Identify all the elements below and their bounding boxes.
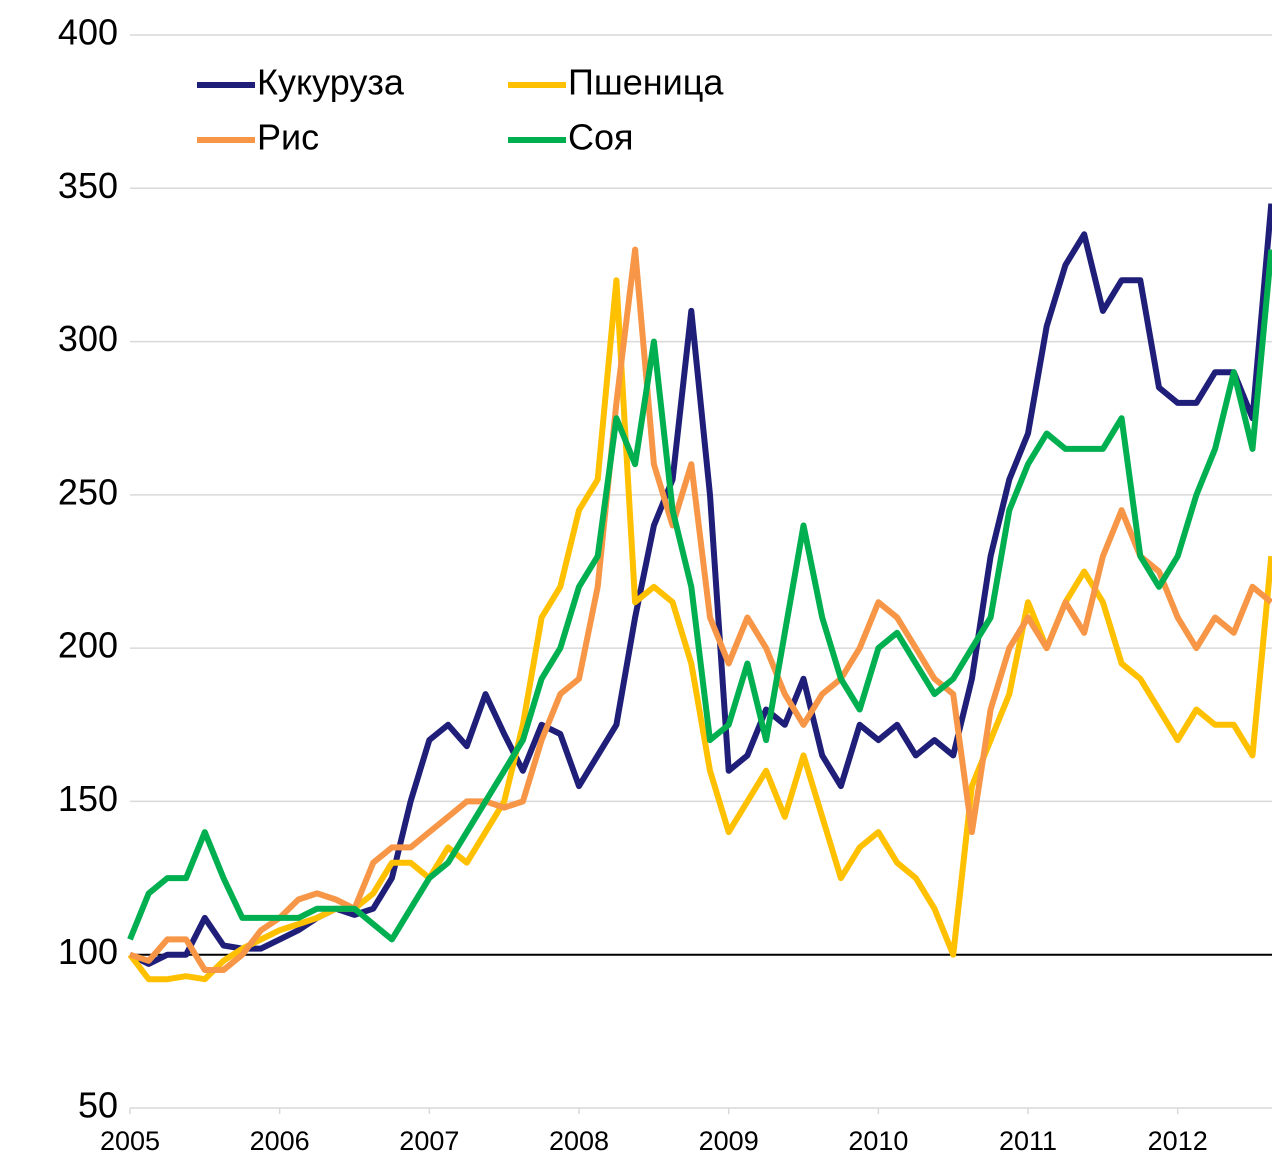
y-tick-label: 400 (58, 12, 118, 53)
legend-label: Рис (257, 117, 319, 158)
x-tick-label: 2005 (100, 1126, 160, 1156)
x-tick-label: 2008 (549, 1126, 609, 1156)
y-tick-label: 150 (58, 778, 118, 819)
x-tick-label: 2010 (848, 1126, 908, 1156)
y-tick-label: 200 (58, 625, 118, 666)
series-line (129, 246, 1272, 973)
x-tick-label: 2007 (399, 1126, 459, 1156)
legend-label: Кукуруза (257, 62, 405, 103)
legend-label: Пшеница (568, 62, 724, 103)
x-tick-label: 2012 (1148, 1126, 1208, 1156)
y-tick-label: 300 (58, 318, 118, 359)
series-line (128, 203, 1272, 967)
x-tick-label: 2009 (699, 1126, 759, 1156)
x-tick-label: 2006 (250, 1126, 310, 1156)
y-tick-label: 350 (58, 165, 118, 206)
y-tick-label: 50 (78, 1085, 118, 1126)
series-line (127, 249, 1272, 943)
x-tick-label: 2011 (999, 1126, 1057, 1156)
y-tick-label: 100 (58, 931, 118, 972)
series-line (127, 277, 1272, 983)
y-tick-label: 250 (58, 471, 118, 512)
legend-label: Соя (568, 117, 634, 158)
